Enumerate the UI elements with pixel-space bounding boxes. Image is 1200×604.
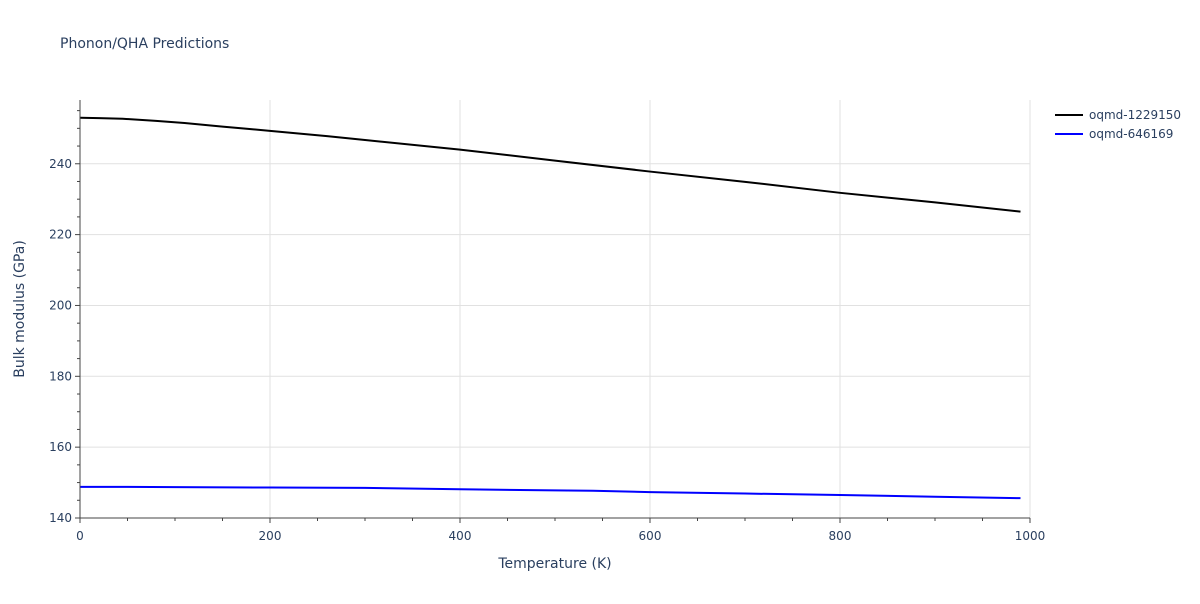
x-tick-label: 600 — [639, 529, 662, 543]
chart-title: Phonon/QHA Predictions — [60, 36, 230, 52]
legend-label: oqmd-1229150 — [1089, 108, 1181, 122]
x-tick-label: 800 — [829, 529, 852, 543]
x-tick-labels: 0 200 400 600 800 1000 — [76, 529, 1045, 543]
y-tick-label: 240 — [49, 157, 72, 171]
series-line-oqmd-646169 — [80, 485, 1021, 500]
legend: oqmd-1229150 oqmd-646169 — [1055, 108, 1181, 141]
legend-label: oqmd-646169 — [1089, 127, 1173, 141]
series-line-oqmd-1229150 — [79, 116, 1021, 213]
x-tick-label: 400 — [449, 529, 472, 543]
axes — [75, 100, 1031, 523]
y-tick-label: 220 — [49, 228, 72, 242]
x-axis-title: Temperature (K) — [497, 556, 611, 572]
y-tick-label: 160 — [49, 440, 72, 454]
y-tick-label: 200 — [49, 298, 72, 312]
y-tick-label: 180 — [49, 369, 72, 383]
y-axis-title: Bulk modulus (GPa) — [12, 240, 28, 378]
series-layer — [79, 116, 1021, 500]
x-tick-label: 0 — [76, 529, 84, 543]
y-tick-labels: 140 160 180 200 220 240 — [49, 157, 72, 525]
y-tick-label: 140 — [49, 511, 72, 525]
grid-lines — [80, 100, 1031, 519]
x-tick-label: 200 — [259, 529, 282, 543]
x-tick-label: 1000 — [1015, 529, 1046, 543]
